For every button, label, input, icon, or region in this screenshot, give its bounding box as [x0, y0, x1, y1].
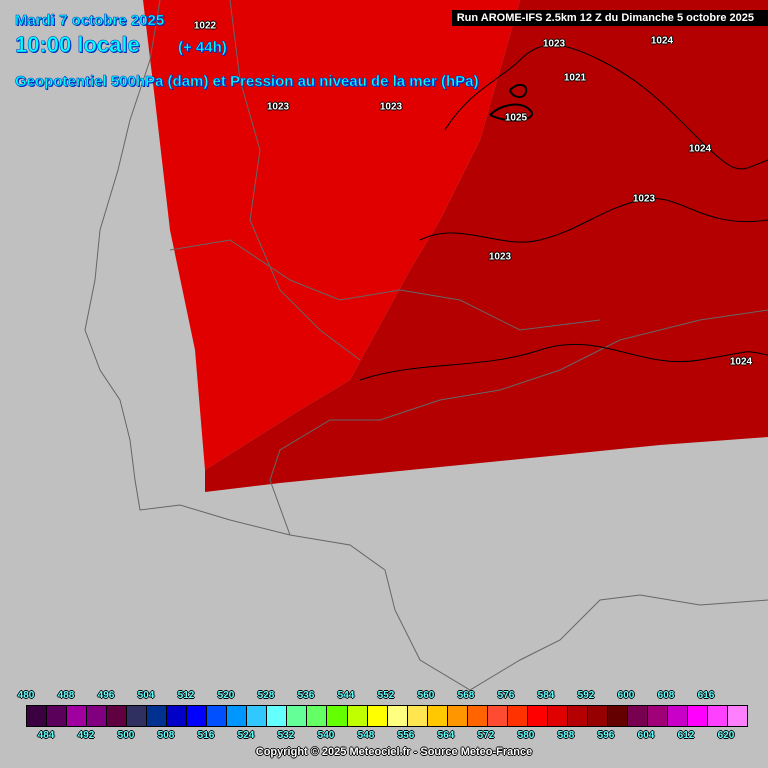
geopotential-592-area	[205, 0, 768, 492]
legend-swatch	[127, 706, 148, 726]
legend-tick-bottom: 620	[717, 730, 735, 741]
isobar-label: 1024	[688, 143, 712, 155]
legend-swatch	[187, 706, 208, 726]
legend-swatch	[327, 706, 348, 726]
legend-swatch	[267, 706, 288, 726]
isobar-label: 1023	[379, 101, 403, 113]
legend-tick-top: 592	[577, 690, 595, 701]
legend-swatch	[67, 706, 88, 726]
legend-tick-top: 584	[537, 690, 555, 701]
legend-tick-top: 504	[137, 690, 155, 701]
legend-swatch	[467, 706, 488, 726]
legend-swatch	[207, 706, 228, 726]
isobar-label: 1025	[504, 112, 528, 124]
isobar-label: 1023	[488, 251, 512, 263]
legend-tick-bottom: 612	[677, 730, 695, 741]
field-title: Geopotentiel 500hPa (dam) et Pression au…	[15, 73, 479, 90]
legend-swatch	[307, 706, 328, 726]
legend-swatch	[447, 706, 468, 726]
legend-swatch	[688, 706, 709, 726]
legend-tick-top: 512	[177, 690, 195, 701]
legend-swatch	[367, 706, 388, 726]
geopotential-588-area	[143, 0, 520, 470]
color-scale-legend	[26, 705, 748, 727]
legend-tick-bottom: 500	[117, 730, 135, 741]
legend-tick-top: 568	[457, 690, 475, 701]
legend-swatch	[607, 706, 628, 726]
forecast-time: 10:00 locale	[15, 32, 140, 57]
legend-tick-bottom: 540	[317, 730, 335, 741]
isobar-label: 1023	[632, 193, 656, 205]
legend-swatch	[27, 706, 48, 726]
legend-tick-bottom: 564	[437, 730, 455, 741]
legend-tick-top: 608	[657, 690, 675, 701]
legend-tick-top: 576	[497, 690, 515, 701]
legend-tick-bottom: 588	[557, 730, 575, 741]
legend-tick-bottom: 532	[277, 730, 295, 741]
legend-swatch	[47, 706, 68, 726]
legend-tick-bottom: 524	[237, 730, 255, 741]
legend-tick-top: 528	[257, 690, 275, 701]
legend-tick-bottom: 484	[37, 730, 55, 741]
legend-tick-top: 536	[297, 690, 315, 701]
legend-swatch	[587, 706, 608, 726]
legend-tick-bottom: 548	[357, 730, 375, 741]
legend-swatch	[107, 706, 128, 726]
legend-swatch	[728, 706, 748, 726]
legend-tick-bottom: 556	[397, 730, 415, 741]
legend-swatch	[708, 706, 729, 726]
legend-swatch	[167, 706, 188, 726]
legend-swatch	[567, 706, 588, 726]
legend-swatch	[227, 706, 248, 726]
legend-tick-top: 488	[57, 690, 75, 701]
isobar-label: 1024	[729, 356, 753, 368]
legend-tick-bottom: 604	[637, 730, 655, 741]
legend-swatch	[427, 706, 448, 726]
legend-tick-top: 560	[417, 690, 435, 701]
isobars	[359, 44, 768, 381]
legend-swatch	[387, 706, 408, 726]
legend-swatch	[627, 706, 648, 726]
legend-swatch	[668, 706, 689, 726]
isobar-label: 1023	[266, 101, 290, 113]
isobar-label: 1023	[542, 38, 566, 50]
legend-swatch	[647, 706, 668, 726]
legend-tick-top: 520	[217, 690, 235, 701]
legend-tick-bottom: 572	[477, 730, 495, 741]
legend-tick-top: 480	[17, 690, 35, 701]
forecast-lead-time: (+ 44h)	[178, 39, 227, 56]
legend-swatch	[347, 706, 368, 726]
legend-tick-top: 544	[337, 690, 355, 701]
legend-tick-top: 496	[97, 690, 115, 701]
legend-swatch	[147, 706, 168, 726]
legend-tick-bottom: 492	[77, 730, 95, 741]
forecast-date: Mardi 7 octobre 2025	[15, 12, 165, 29]
legend-swatch	[547, 706, 568, 726]
isobar-label: 1024	[650, 35, 674, 47]
copyright: Copyright © 2025 Meteociel.fr - Source M…	[255, 746, 533, 758]
legend-tick-bottom: 508	[157, 730, 175, 741]
isobar-label: 1021	[563, 72, 587, 84]
legend-tick-top: 616	[697, 690, 715, 701]
legend-tick-bottom: 516	[197, 730, 215, 741]
legend-swatch	[87, 706, 108, 726]
legend-swatch	[527, 706, 548, 726]
isobar-label: 1022	[193, 20, 217, 32]
legend-tick-bottom: 596	[597, 730, 615, 741]
legend-tick-top: 552	[377, 690, 395, 701]
legend-tick-top: 600	[617, 690, 635, 701]
legend-swatch	[487, 706, 508, 726]
model-run-info: Run AROME-IFS 2.5km 12 Z du Dimanche 5 o…	[451, 10, 768, 26]
legend-swatch	[407, 706, 428, 726]
legend-tick-bottom: 580	[517, 730, 535, 741]
legend-swatch	[247, 706, 268, 726]
coastlines-borders	[84, 0, 768, 691]
legend-swatch	[507, 706, 528, 726]
legend-swatch	[287, 706, 308, 726]
